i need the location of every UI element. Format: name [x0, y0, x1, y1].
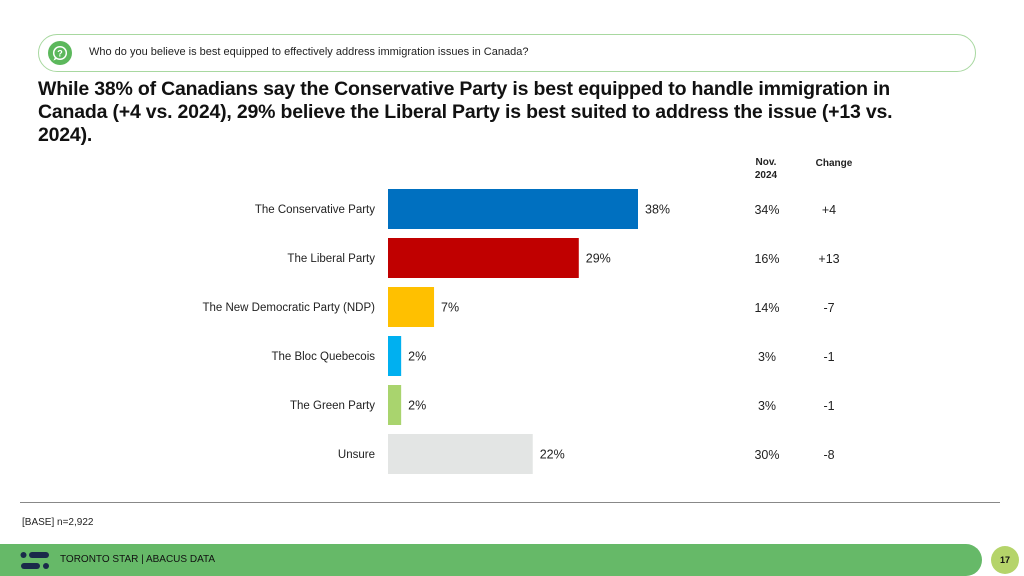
category-label: The Green Party: [290, 400, 375, 412]
category-label: The Conservative Party: [255, 204, 375, 216]
change-value: -8: [823, 448, 834, 462]
value-label: 7%: [441, 301, 459, 315]
category-label: The New Democratic Party (NDP): [202, 302, 375, 314]
bar-chart: The Conservative Party 38% 34% +4 The Libera…: [202, 189, 840, 474]
bar: [388, 336, 402, 376]
bar: [388, 189, 638, 229]
base-note: [BASE] n=2,922: [22, 517, 94, 528]
category-label: Unsure: [338, 449, 375, 461]
change-value: +4: [822, 203, 836, 217]
value-label: 29%: [586, 252, 611, 266]
category-label: The Liberal Party: [287, 253, 375, 265]
bar: [388, 385, 402, 425]
footer-text: TORONTO STAR | ABACUS DATA: [60, 554, 216, 565]
footer-bar: TORONTO STAR | ABACUS DATA: [0, 544, 982, 576]
category-label: The Bloc Quebecois: [271, 351, 375, 363]
question-box: ? Who do you believe is best equipped to…: [38, 34, 976, 72]
nov-2024-value: 3%: [758, 399, 776, 413]
value-label: 22%: [540, 448, 565, 462]
nov-2024-value: 34%: [754, 203, 779, 217]
bar: [388, 238, 579, 278]
change-value: +13: [818, 252, 839, 266]
nov-2024-value: 14%: [754, 301, 779, 315]
change-value: -1: [823, 399, 834, 413]
footer-divider: [20, 502, 1000, 503]
change-value: -7: [823, 301, 834, 315]
headline: While 38% of Canadians say the Conservat…: [38, 78, 893, 146]
column-header-nov-2024: Nov. 2024: [754, 157, 778, 181]
svg-text:?: ?: [57, 48, 63, 58]
change-value: -1: [823, 350, 834, 364]
bar: [388, 434, 533, 474]
bar: [388, 287, 435, 327]
nov-2024-value: 16%: [754, 252, 779, 266]
question-bubble-icon: ?: [48, 41, 72, 65]
value-label: 2%: [408, 399, 426, 413]
page-number-badge: 17: [991, 546, 1019, 574]
value-label: 2%: [408, 350, 426, 364]
column-header-change: Change: [815, 158, 853, 169]
nov-2024-value: 3%: [758, 350, 776, 364]
abacus-logo-icon: [20, 552, 49, 569]
question-text: Who do you believe is best equipped to e…: [89, 46, 529, 58]
nov-2024-value: 30%: [754, 448, 779, 462]
value-label: 38%: [645, 203, 670, 217]
